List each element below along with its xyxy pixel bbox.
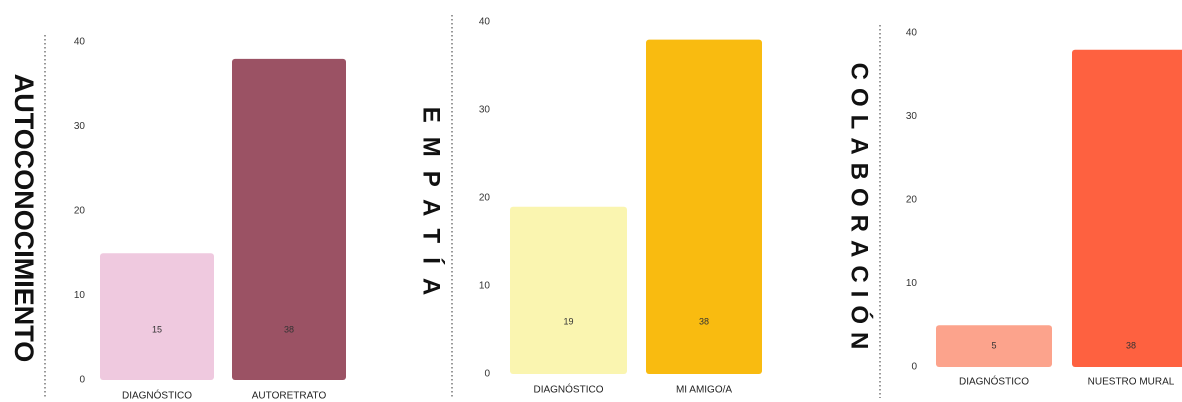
y-tick-label: 40 <box>906 28 918 39</box>
y-tick-label: 30 <box>479 105 491 116</box>
x-tick-label: NUESTRO MURAL <box>1088 377 1175 388</box>
y-tick-label: 20 <box>479 193 491 204</box>
value-label: 38 <box>699 316 709 326</box>
y-tick-label: 30 <box>74 121 86 132</box>
chart-title: EMPATÍA <box>418 107 446 309</box>
value-label: 15 <box>152 324 162 334</box>
y-tick-label: 10 <box>74 290 86 301</box>
y-tick-label: 0 <box>484 369 490 380</box>
y-tick-label: 30 <box>906 111 918 122</box>
y-tick-label: 0 <box>79 375 85 386</box>
bar <box>510 206 627 374</box>
value-label: 5 <box>991 340 996 350</box>
x-tick-label: MI AMIGO/A <box>676 385 732 396</box>
bar <box>1072 49 1182 367</box>
y-tick-label: 10 <box>479 281 491 292</box>
value-label: 38 <box>1126 340 1136 350</box>
y-tick-label: 0 <box>911 362 917 373</box>
chart-title: COLABORACIÓN <box>846 63 874 358</box>
y-tick-label: 40 <box>479 17 491 28</box>
y-tick-label: 40 <box>74 37 86 48</box>
y-tick-label: 10 <box>906 278 918 289</box>
x-tick-label: DIAGNÓSTICO <box>533 383 603 396</box>
value-label: 19 <box>563 316 573 326</box>
x-tick-label: DIAGNÓSTICO <box>959 375 1029 388</box>
bar <box>100 253 214 380</box>
x-tick-label: AUTORETRATO <box>252 391 327 402</box>
bar <box>646 39 762 374</box>
x-tick-label: DIAGNÓSTICO <box>122 389 192 402</box>
bar <box>232 58 346 381</box>
chart-title: AUTOCONOCIMIENTO <box>9 74 39 363</box>
y-tick-label: 20 <box>74 206 86 217</box>
bar <box>936 325 1052 367</box>
value-label: 38 <box>284 324 294 334</box>
y-tick-label: 20 <box>906 195 918 206</box>
